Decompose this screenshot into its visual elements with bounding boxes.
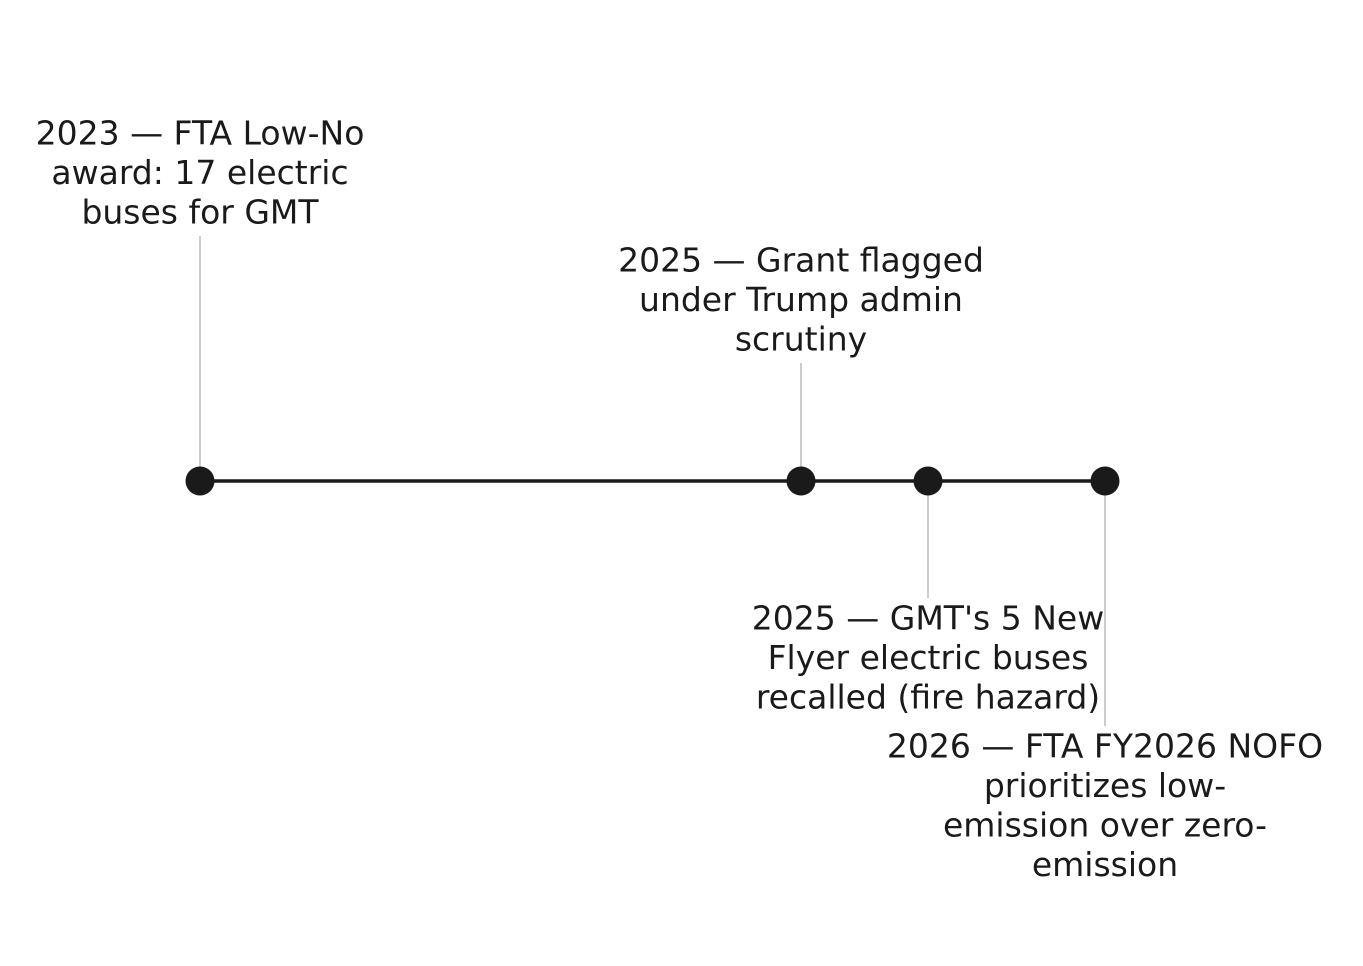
event-label: buses for GMT: [81, 193, 319, 232]
event-label: 2025 — Grant flagged: [618, 241, 984, 280]
event-dot: [1090, 466, 1120, 496]
event-label: 2026 — FTA FY2026 NOFO: [887, 727, 1323, 766]
event-label: Flyer electric buses: [768, 638, 1089, 677]
event-label: under Trump admin: [639, 280, 963, 319]
event-label: prioritizes low-: [984, 766, 1226, 805]
event-dot: [913, 466, 943, 496]
event-dot: [786, 466, 816, 496]
event-dot: [185, 466, 215, 496]
event-label: award: 17 electric: [51, 153, 348, 192]
event-label: recalled (fire hazard): [756, 678, 1100, 717]
event-label: 2025 — GMT's 5 New: [752, 599, 1104, 638]
event-label: scrutiny: [735, 320, 867, 359]
event-label: 2023 — FTA Low-No: [36, 114, 365, 153]
event-label: emission: [1032, 845, 1178, 884]
event-label: emission over zero-: [943, 806, 1267, 845]
